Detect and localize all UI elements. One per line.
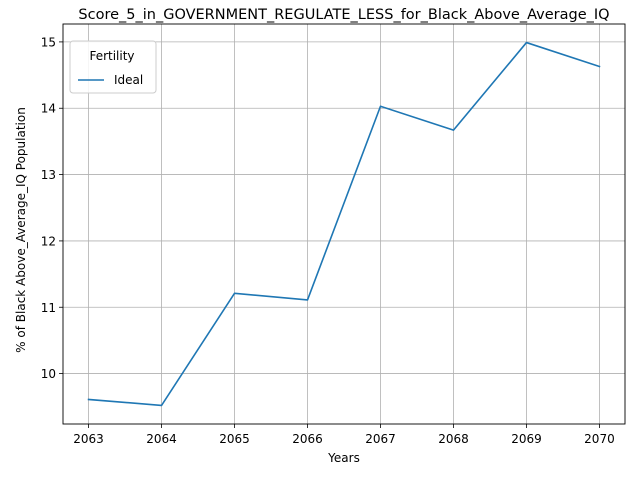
y-axis-label: % of Black Above_Average_IQ Population — [14, 107, 28, 353]
legend: Fertility Ideal — [69, 40, 157, 94]
x-tick-label: 2063 — [73, 432, 104, 446]
chart-title: Score_5_in_GOVERNMENT_REGULATE_LESS_for_… — [78, 7, 609, 23]
x-tick-label: 2066 — [292, 432, 323, 446]
x-axis-label: Years — [327, 451, 360, 465]
series-line-ideal — [87, 41, 601, 407]
y-tick-label: 10 — [41, 367, 56, 381]
x-tick-label: 2069 — [511, 432, 542, 446]
x-ticks: 2063 2064 2065 2066 2067 2068 2069 2070 — [73, 424, 615, 446]
y-tick-label: 11 — [41, 301, 56, 315]
x-tick-label: 2068 — [438, 432, 469, 446]
y-tick-label: 14 — [41, 102, 56, 116]
axes-frame — [62, 23, 626, 425]
x-tick-label: 2070 — [584, 432, 615, 446]
y-ticks: 10 11 12 13 14 15 — [41, 35, 63, 381]
x-tick-label: 2067 — [365, 432, 396, 446]
y-tick-label: 13 — [41, 168, 56, 182]
legend-title: Fertility — [89, 49, 134, 63]
series-lines — [87, 41, 601, 407]
y-tick-label: 15 — [41, 35, 56, 49]
x-tick-label: 2064 — [146, 432, 177, 446]
legend-entry-ideal: Ideal — [114, 73, 143, 87]
y-tick-label: 12 — [41, 234, 56, 248]
x-tick-label: 2065 — [219, 432, 250, 446]
grid-lines — [63, 24, 625, 424]
